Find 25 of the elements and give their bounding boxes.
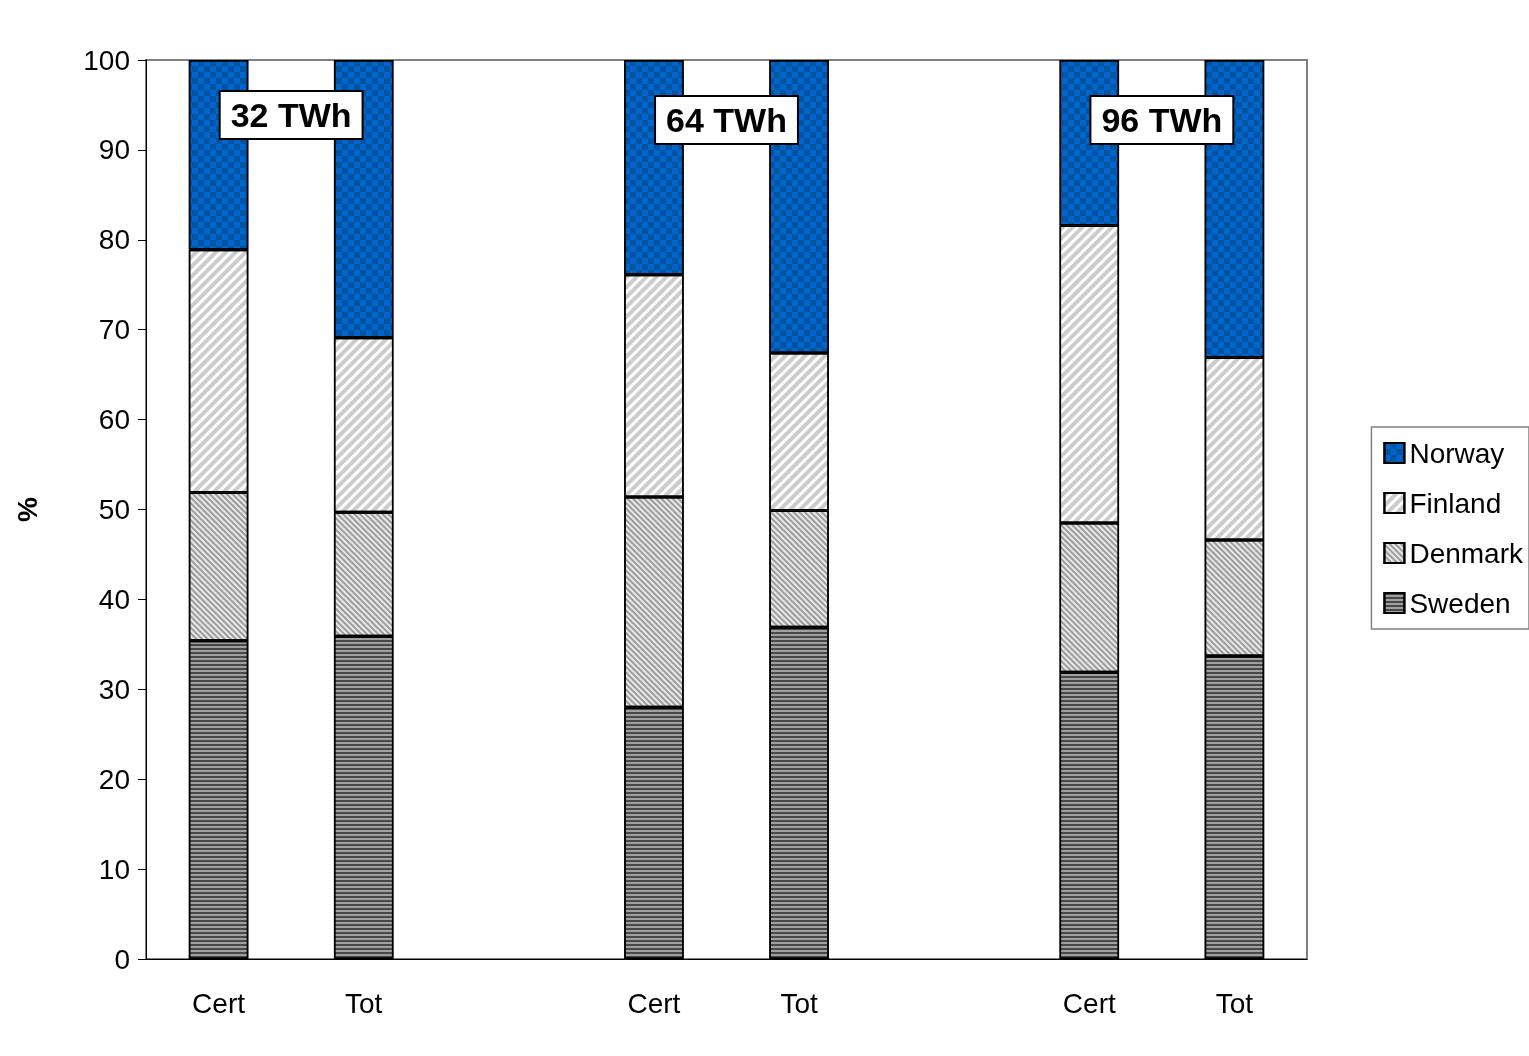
y-tick-label: 90 [98,134,130,166]
annotation: 32 TWh [230,96,352,134]
legend-label: Denmark [1409,537,1524,569]
legend-label: Finland [1409,487,1502,519]
legend-label: Norway [1409,437,1505,469]
y-tick-label: 0 [114,943,130,975]
x-tick-label: Cert [1062,987,1116,1019]
y-tick-label: 20 [98,763,130,795]
y-tick-label: 70 [98,314,130,346]
annotation: 96 TWh [1101,101,1223,139]
y-tick-label: 50 [98,494,130,525]
annotation: 64 TWh [666,101,787,139]
y-tick-label: 10 [98,853,130,885]
x-tick-label: Tot [1215,987,1254,1019]
x-tick-label: Cert [627,987,681,1019]
x-tick-label: Tot [345,987,383,1019]
y-tick-label: 60 [98,404,130,436]
y-tick-label: 80 [98,224,130,256]
x-tick-label: Tot [780,987,818,1019]
y-tick-label: 30 [98,673,130,705]
legend-label: Sweden [1409,587,1511,619]
y-tick-label: 40 [98,583,130,615]
y-tick-label: 100 [83,44,130,76]
x-tick-label: Cert [192,987,246,1019]
y-axis-title: % [11,496,43,522]
